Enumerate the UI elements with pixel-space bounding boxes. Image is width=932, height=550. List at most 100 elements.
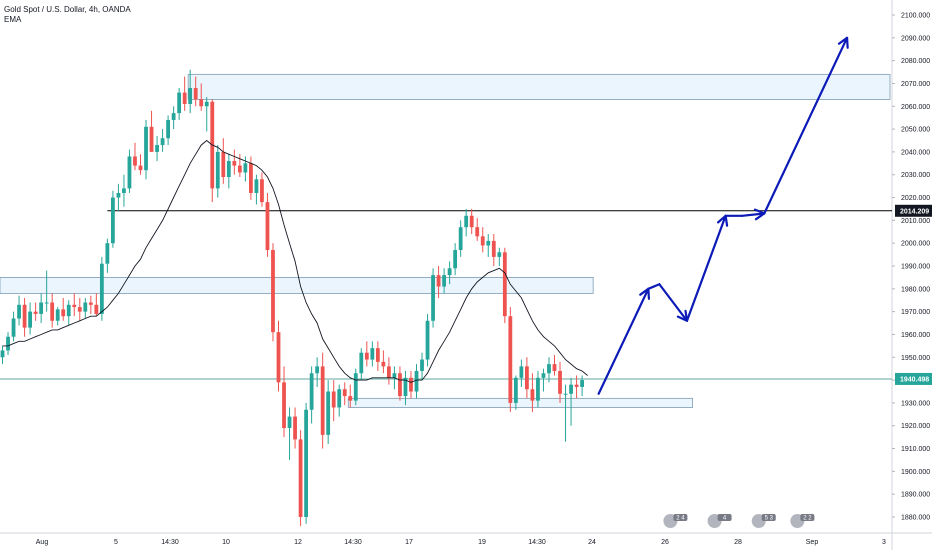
event-count-label: 2 2: [803, 516, 812, 522]
candle-body: [353, 373, 358, 401]
candle-body: [260, 179, 264, 203]
candle-body: [293, 416, 297, 440]
candle-body: [309, 373, 314, 410]
time-tick-label: Sep: [806, 539, 819, 546]
candle-body: [464, 215, 469, 228]
candle-body: [144, 126, 148, 171]
candle-body: [414, 370, 419, 392]
candle-body: [116, 192, 121, 198]
price-tick-label: 2080.000: [901, 58, 930, 65]
candle-body: [387, 366, 391, 378]
candle-body: [320, 366, 325, 435]
candle-body: [55, 309, 60, 321]
zone-rect-2: [347, 397, 693, 408]
candle-body: [61, 309, 66, 317]
candle-body: [359, 352, 364, 374]
candle-body: [337, 389, 342, 408]
candle-body: [519, 366, 524, 378]
candle-body: [72, 304, 77, 308]
candle-body: [276, 332, 281, 383]
event-count-badge: [800, 514, 815, 521]
time-tick-label: 26: [661, 539, 669, 546]
price-tick-label: 2100.000: [901, 13, 930, 20]
candle-body: [105, 243, 110, 264]
event-count-badge: [761, 514, 776, 521]
projection-segment: [597, 287, 650, 395]
time-axis[interactable]: Aug 5 14:30 10 12 14:30 17 19 14:30 24 26 28 Sep 3: [36, 539, 886, 546]
candle-body: [226, 161, 231, 178]
price-axis[interactable]: 2100.000 2090.000 2080.000 2070.000 2060.000…: [892, 13, 932, 522]
candle-body: [580, 380, 584, 387]
candle-body: [425, 320, 430, 360]
candle-body: [199, 99, 204, 107]
symbol-title[interactable]: Gold Spot / U.S. Dollar, 4h, OANDA: [4, 5, 131, 14]
price-tick-label: 1950.000: [901, 355, 930, 362]
projection-segment: [763, 36, 849, 215]
candle-body: [232, 161, 237, 166]
candle-body: [50, 302, 55, 321]
candle-body: [44, 302, 49, 304]
candle-body: [409, 377, 413, 392]
price-tick-label: 2010.000: [901, 218, 930, 225]
price-tick-label: 2020.000: [901, 195, 930, 202]
price-tick-label: 1880.000: [901, 515, 930, 522]
candle-body: [249, 163, 253, 193]
candle-body: [331, 391, 336, 408]
candle-body: [237, 165, 242, 173]
candle-body: [6, 336, 10, 351]
projection-segment: [741, 212, 766, 217]
time-tick-label: 28: [734, 539, 742, 546]
projection-segment: [685, 214, 727, 322]
candle-body: [348, 396, 353, 401]
candle-body: [122, 188, 126, 193]
candle-body: [436, 275, 441, 287]
candle-body: [525, 366, 529, 390]
candle-body: [0, 350, 5, 358]
arrowhead: [716, 214, 729, 227]
ema-line: [2, 139, 588, 383]
candle-body: [282, 382, 286, 429]
time-tick-label: 19: [478, 539, 486, 546]
time-tick-label: 10: [222, 539, 230, 546]
projection-arrows: [597, 36, 849, 395]
price-tick-label: 1920.000: [901, 423, 930, 430]
candle-body: [149, 126, 154, 152]
event-count-label: 5 3: [765, 516, 774, 522]
candle-body: [94, 304, 99, 314]
projection-segment: [658, 283, 689, 322]
candle-body: [204, 101, 209, 107]
price-badge-label: 2014.209: [900, 208, 929, 215]
candle-body: [182, 92, 187, 104]
ema-indicator-label[interactable]: EMA: [4, 15, 22, 24]
candle-body: [77, 307, 82, 312]
price-tick-label: 1900.000: [901, 469, 930, 476]
candle-body: [11, 318, 16, 337]
candle-body: [403, 377, 408, 397]
arrowhead: [676, 309, 689, 322]
candle-body: [188, 88, 193, 104]
candle-body: [364, 352, 369, 360]
horizontal-price-lines: [0, 210, 892, 380]
event-count-label: 4: [723, 516, 727, 522]
time-tick-label: 14:30: [161, 539, 179, 546]
candle-body: [541, 373, 546, 378]
candle-body: [83, 302, 88, 312]
candle-body: [155, 145, 159, 152]
candle-body: [530, 389, 535, 401]
event-count-badge: [673, 514, 688, 521]
candle-body: [458, 227, 463, 251]
candle-body: [177, 92, 182, 114]
candle-body: [254, 179, 259, 193]
candle-body: [17, 304, 21, 319]
time-tick-label: 17: [405, 539, 413, 546]
candle-body: [453, 250, 458, 269]
chart-legend: Gold Spot / U.S. Dollar, 4h, OANDA EMA: [4, 5, 131, 25]
candle-body: [133, 156, 137, 166]
arrowhead: [753, 208, 766, 221]
ema-polyline: [2, 139, 588, 383]
candle-body: [39, 302, 44, 314]
candle-body: [420, 359, 424, 371]
candle-body: [171, 113, 176, 120]
